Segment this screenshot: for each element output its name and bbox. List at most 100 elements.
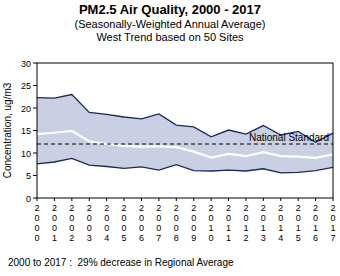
- x-tick-char: 2: [139, 203, 144, 213]
- x-tick: [89, 198, 90, 201]
- x-tick-label: 2005: [122, 203, 127, 243]
- x-tick-char: 0: [278, 213, 283, 223]
- x-tick-char: 0: [209, 213, 214, 223]
- x-tick: [315, 198, 316, 201]
- y-tick-label: 30: [21, 59, 31, 69]
- x-tick-char: 0: [34, 233, 39, 243]
- x-tick-label: 2012: [243, 203, 248, 243]
- x-tick-char: 9: [191, 233, 196, 243]
- x-tick-label: 2016: [313, 203, 318, 243]
- x-tick: [124, 198, 125, 201]
- x-tick-char: 2: [52, 203, 57, 213]
- x-tick-char: 2: [69, 203, 74, 213]
- subtitle: (Seasonally-Weighted Annual Average): [75, 18, 266, 30]
- x-tick-char: 0: [330, 213, 335, 223]
- x-tick: [71, 198, 72, 201]
- x-tick: [193, 198, 194, 201]
- x-tick-char: 0: [104, 213, 109, 223]
- y-tick-label: 0: [26, 194, 31, 204]
- y-tick-label: 15: [21, 126, 31, 136]
- x-tick-char: 1: [226, 223, 231, 233]
- y-tick-label: 20: [21, 104, 31, 114]
- x-tick-char: 2: [69, 233, 74, 243]
- x-tick-char: 0: [139, 223, 144, 233]
- x-tick-char: 8: [174, 233, 179, 243]
- x-tick-label: 2015: [296, 203, 301, 243]
- x-tick: [158, 198, 159, 201]
- x-tick-char: 2: [156, 203, 161, 213]
- x-tick: [228, 198, 229, 201]
- chart: PM2.5 Air Quality, 2000 - 2017(Seasonall…: [0, 0, 340, 276]
- x-tick-char: 4: [278, 233, 283, 243]
- x-tick-label: 2003: [87, 203, 92, 243]
- x-tick-char: 1: [261, 223, 266, 233]
- y-tick: [33, 85, 37, 86]
- x-tick-char: 2: [243, 233, 248, 243]
- x-tick: [333, 198, 334, 201]
- x-tick-char: 0: [209, 233, 214, 243]
- x-tick-char: 1: [243, 223, 248, 233]
- x-tick: [298, 198, 299, 201]
- x-tick-char: 0: [52, 223, 57, 233]
- x-tick: [141, 198, 142, 201]
- x-tick-char: 2: [313, 203, 318, 213]
- standard-line: [37, 144, 333, 145]
- x-tick-char: 3: [87, 233, 92, 243]
- x-tick-char: 0: [296, 213, 301, 223]
- x-tick-char: 0: [87, 213, 92, 223]
- subtitle: West Trend based on 50 Sites: [96, 31, 244, 43]
- x-tick-label: 2017: [330, 203, 335, 243]
- x-tick: [54, 198, 55, 201]
- x-tick-char: 0: [34, 223, 39, 233]
- x-tick-label: 2010: [209, 203, 214, 243]
- x-tick: [37, 198, 38, 201]
- x-tick: [106, 198, 107, 201]
- x-tick-char: 0: [122, 213, 127, 223]
- x-tick-char: 2: [174, 203, 179, 213]
- y-tick-label: 5: [26, 171, 31, 181]
- x-tick-char: 2: [104, 203, 109, 213]
- band: [37, 95, 333, 173]
- x-tick-char: 2: [209, 203, 214, 213]
- x-tick-char: 1: [278, 223, 283, 233]
- x-tick-char: 7: [330, 233, 335, 243]
- x-tick-char: 1: [226, 233, 231, 243]
- x-tick-label: 2014: [278, 203, 283, 243]
- x-tick-char: 6: [139, 233, 144, 243]
- x-tick-char: 0: [52, 213, 57, 223]
- y-tick-label: 10: [21, 149, 31, 159]
- x-tick: [263, 198, 264, 201]
- x-tick-char: 1: [209, 223, 214, 233]
- x-tick-char: 1: [313, 223, 318, 233]
- frame: [37, 63, 333, 198]
- y-axis-label: Concentration, ug/m3: [2, 82, 13, 178]
- x-tick-char: 3: [261, 233, 266, 243]
- x-tick-char: 1: [330, 223, 335, 233]
- x-tick-char: 7: [156, 233, 161, 243]
- x-tick-char: 6: [313, 233, 318, 243]
- x-tick-char: 0: [226, 213, 231, 223]
- x-tick-char: 2: [243, 203, 248, 213]
- y-tick: [33, 63, 37, 64]
- x-tick-char: 0: [122, 223, 127, 233]
- x-tick-char: 2: [296, 203, 301, 213]
- x-tick-char: 5: [122, 233, 127, 243]
- x-tick-char: 2: [226, 203, 231, 213]
- x-tick-label: 2000: [34, 203, 39, 243]
- x-tick-char: 0: [243, 213, 248, 223]
- series-line: [37, 131, 333, 158]
- series-line: [37, 95, 333, 143]
- x-tick-char: 0: [156, 223, 161, 233]
- x-tick-label: 2002: [69, 203, 74, 243]
- x-tick: [176, 198, 177, 201]
- footnote: 2000 to 2017 : 29% decrease in Regional …: [8, 257, 234, 268]
- x-tick-char: 5: [296, 233, 301, 243]
- x-tick: [245, 198, 246, 201]
- x-tick-char: 2: [191, 203, 196, 213]
- x-tick-label: 2011: [226, 203, 231, 243]
- x-tick-char: 0: [156, 213, 161, 223]
- x-tick-char: 2: [330, 203, 335, 213]
- y-tick: [33, 175, 37, 176]
- x-tick-char: 0: [261, 213, 266, 223]
- x-tick-char: 0: [87, 223, 92, 233]
